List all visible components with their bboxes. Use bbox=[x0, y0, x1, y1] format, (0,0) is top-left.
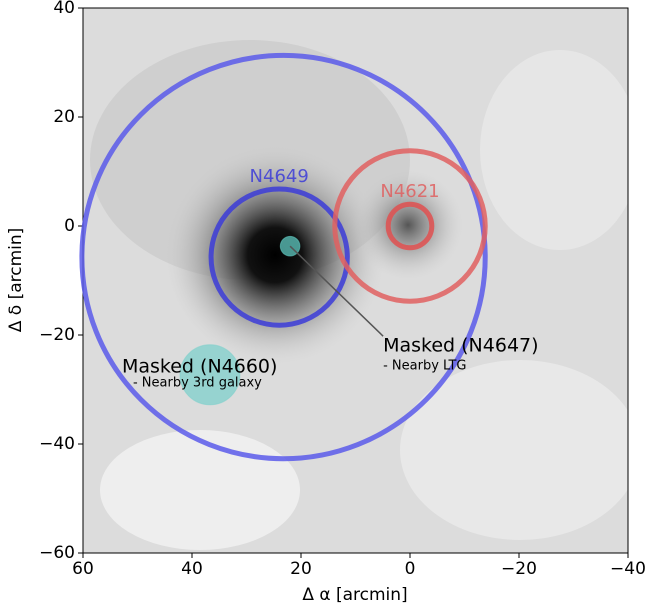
x-tick-label: 40 bbox=[181, 559, 203, 579]
aperture bbox=[385, 201, 435, 251]
circle-label: N4649 bbox=[250, 166, 309, 187]
sky-image bbox=[83, 8, 628, 553]
y-tick-label: −40 bbox=[39, 434, 75, 454]
x-tick-label: −20 bbox=[501, 559, 537, 579]
x-tick-label: 60 bbox=[72, 559, 94, 579]
annotation-note: - Nearby LTG bbox=[383, 359, 466, 374]
y-axis-label: Δ δ [arcmin] bbox=[6, 228, 26, 333]
mask-region bbox=[179, 344, 241, 406]
y-tick-label: 40 bbox=[53, 0, 75, 18]
x-tick-label: 20 bbox=[290, 559, 312, 579]
annotation-label: Masked (N4647) bbox=[383, 335, 538, 357]
y-tick-label: 0 bbox=[64, 216, 75, 236]
y-tick-label: −20 bbox=[39, 325, 75, 345]
annotation-line bbox=[289, 245, 384, 337]
x-tick-label: −40 bbox=[610, 559, 646, 579]
aperture bbox=[208, 186, 350, 328]
aperture bbox=[332, 148, 488, 304]
annotation-label: Masked (N4660) bbox=[122, 355, 277, 377]
x-axis-label: Δ α [arcmin] bbox=[302, 585, 407, 605]
aperture bbox=[79, 52, 488, 462]
x-tick-label: 0 bbox=[405, 559, 416, 579]
y-tick-label: −60 bbox=[39, 543, 75, 563]
annotation-note: - Nearby 3rd galaxy bbox=[133, 375, 262, 390]
circle-label: N4621 bbox=[380, 181, 439, 202]
y-tick-label: 20 bbox=[53, 107, 75, 127]
